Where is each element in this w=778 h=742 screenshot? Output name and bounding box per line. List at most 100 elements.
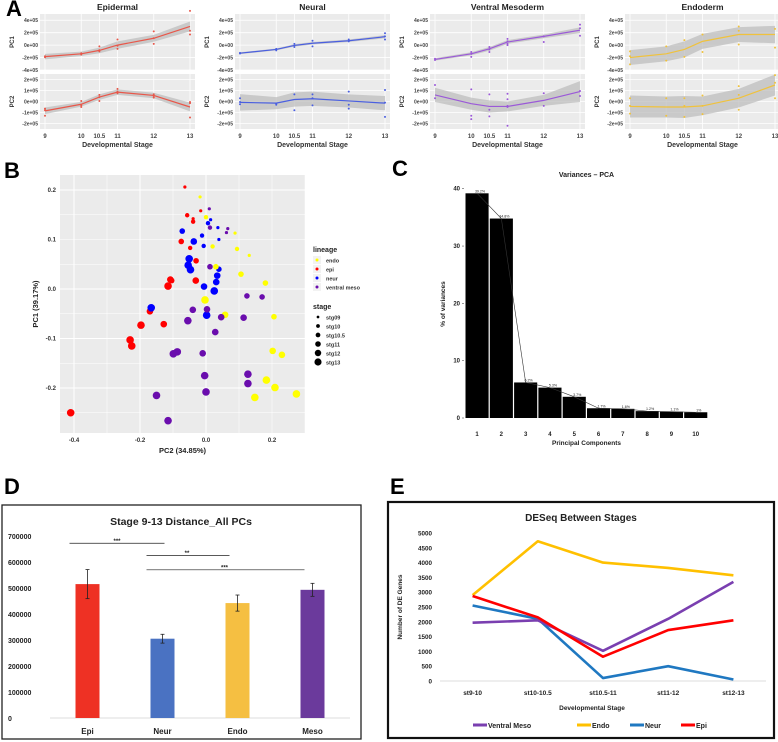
bar-value-label: 1.1%: [670, 408, 679, 412]
legend-size-stg11: [315, 341, 321, 347]
legend-label: Neur: [645, 723, 661, 730]
x-tick-label: 12: [345, 134, 352, 140]
y-axis-label: PC1 (39.17%): [31, 280, 40, 328]
x-tick-label: 11: [114, 134, 121, 140]
data-point: [347, 107, 350, 110]
data-point: [470, 55, 473, 58]
y-axis-label: % of variances: [440, 281, 447, 327]
data-point: [774, 46, 776, 49]
x-axis-label: PC2 (34.85%): [159, 446, 207, 455]
y-tick-label: 4500: [418, 545, 433, 552]
panel-label-c: C: [392, 156, 408, 181]
scatter-point: [207, 207, 211, 211]
series-line-ventral-meso: [472, 580, 735, 653]
scatter-point: [269, 347, 276, 355]
scatter-point: [207, 263, 213, 270]
series-line-epi: [472, 594, 734, 659]
legend-swatch-endo: [315, 258, 319, 262]
data-point: [98, 93, 101, 96]
y-tick-label: -2e+05: [217, 56, 233, 62]
legend-size-stg10: [316, 324, 320, 328]
bar-value-label: 1.7%: [597, 404, 606, 408]
confidence-ribbon: [435, 81, 580, 113]
data-point: [665, 45, 668, 48]
data-point: [774, 74, 776, 77]
y-axis-label: PC2: [10, 95, 16, 107]
data-point: [189, 9, 191, 12]
scatter-point: [201, 243, 206, 249]
x-tick-label: 10.5: [484, 134, 496, 140]
loess-fit-line: [44, 25, 191, 58]
scatter-point: [190, 219, 196, 224]
scatter-point: [251, 393, 259, 402]
data-point: [44, 109, 46, 112]
x-tick-label: 12: [540, 134, 547, 140]
panel-frame: [386, 500, 776, 740]
scatter-point: [178, 238, 185, 245]
scatter-point: [179, 228, 186, 234]
x-tick-label: 12: [150, 134, 157, 140]
scatter-point: [212, 278, 220, 286]
y-tick-label: -0.2: [46, 386, 57, 392]
scatter-point: [209, 218, 213, 222]
data-point: [80, 104, 83, 107]
data-point: [152, 30, 155, 33]
scatter-point: [259, 294, 265, 300]
legend-label: Ventral Meso: [488, 723, 531, 730]
panel-label-e: E: [390, 474, 405, 499]
bar-neur: [150, 638, 175, 718]
x-tick-label: 9: [433, 134, 437, 140]
y-tick-label: 2e+05: [414, 31, 428, 37]
data-point: [506, 37, 509, 40]
scatter-point: [168, 277, 175, 284]
y-tick-label: 0: [428, 679, 432, 686]
data-point: [542, 41, 545, 43]
data-point: [98, 96, 101, 99]
data-point: [80, 53, 83, 56]
x-tick-label: 0.0: [202, 438, 211, 444]
x-tick-label: 13: [577, 134, 584, 140]
data-point: [665, 59, 668, 62]
bar-epi: [75, 584, 100, 718]
y-axis-label: PC2: [205, 95, 211, 107]
bar-value-label: 6.2%: [525, 378, 534, 382]
data-point: [542, 104, 545, 107]
data-point: [683, 97, 686, 100]
loess-fit-line: [44, 91, 191, 112]
y-tick-label: 600000: [8, 560, 31, 567]
y-tick-label: 500000: [8, 586, 31, 593]
data-point: [293, 109, 296, 112]
y-axis-label: PC1: [10, 36, 16, 48]
bar-pc4: [538, 387, 562, 418]
facet-title: Neural: [299, 2, 325, 12]
loess-fit-line: [629, 84, 776, 108]
data-point: [116, 90, 119, 93]
data-point: [434, 97, 436, 100]
y-tick-label: 4000: [418, 560, 433, 567]
scatter-point: [137, 321, 145, 329]
y-tick-label: -4e+05: [607, 68, 623, 74]
x-tick-label: 7: [621, 432, 625, 438]
x-axis-label: Developmental Stage: [667, 142, 738, 149]
bar-value-label: 1%: [696, 408, 702, 412]
y-tick-label: 0.1: [48, 238, 57, 244]
x-tick-label: 10: [273, 134, 280, 140]
legend-label: stg10: [326, 325, 340, 331]
y-tick-label: 0e+00: [219, 100, 233, 106]
scatter-point: [164, 416, 172, 425]
data-point: [116, 92, 119, 95]
data-point: [44, 107, 46, 110]
data-point: [152, 93, 155, 96]
y-axis-label: PC2: [400, 95, 406, 107]
data-point: [80, 99, 83, 102]
y-tick-label: 0e+00: [609, 43, 623, 49]
y-tick-label: 0.0: [48, 287, 57, 293]
scatter-point: [184, 213, 190, 218]
legend-label: Epi: [696, 723, 707, 730]
x-tick-label: Meso: [302, 727, 323, 736]
legend-title-lineage: lineage: [313, 247, 337, 254]
y-tick-label: -1e+05: [607, 111, 623, 117]
bar-value-label: 3.7%: [573, 393, 582, 397]
data-point: [347, 103, 350, 106]
scatter-point: [271, 313, 277, 320]
